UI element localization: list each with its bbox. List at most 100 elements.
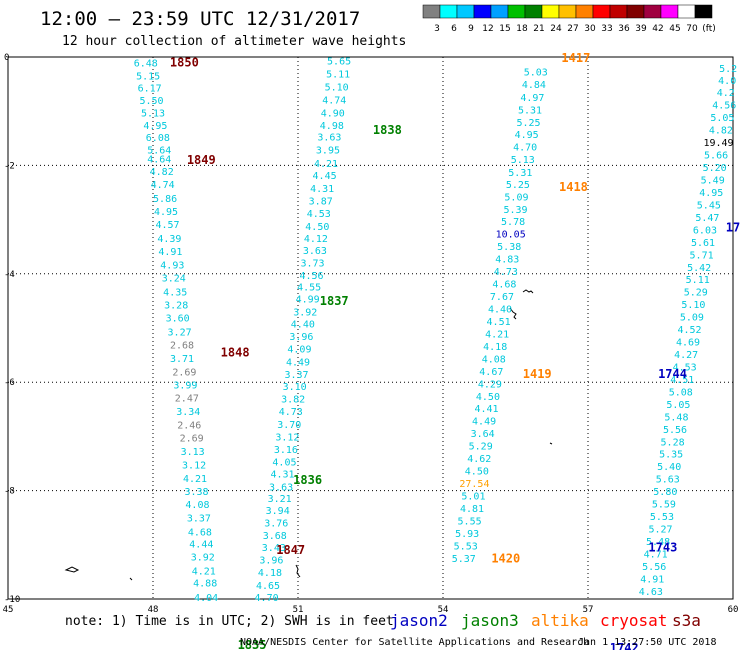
pass-number-label: 1742 [610,641,639,650]
pass-number-label: 1847 [276,543,305,557]
satellite-jason2: jason2 [390,611,448,630]
wave-height-value: 4.35 [163,288,187,299]
wave-height-value: 4.50 [305,222,329,233]
wave-height-value: 5.78 [501,217,525,228]
wave-height-value: 6.08 [146,133,170,144]
legend-swatch [643,4,662,19]
wave-height-value: 3.63 [269,482,293,493]
legend-tick-label: 45 [669,24,680,34]
wave-height-value: 4.04 [194,593,218,604]
legend-tick-label: 70 [686,24,698,34]
wave-height-value: 10.05 [496,230,526,241]
wave-height-value: 4.73 [494,267,518,278]
wave-height-value: 4.98 [320,121,344,132]
satellite-jason3: jason3 [461,611,519,630]
wave-height-value: 3.43 [262,543,286,554]
wave-height-value: 5.28 [661,437,685,448]
wave-height-value: 4.56 [299,271,323,282]
pass-number-label: 1835 [238,638,267,650]
longitude-tick: 54 [438,605,449,615]
wave-height-value: 4.44 [189,540,213,551]
track-1835: 4.18 4.654.70 [255,568,282,604]
wave-height-value: 19.49 [703,138,733,149]
wave-height-value: 3.16 [274,445,298,456]
wave-height-value: 3.73 [300,258,324,269]
wave-height-value: 5.56 [663,425,687,436]
wave-height-value: 3.82 [281,394,305,405]
wave-height-value: 3.63 [303,246,327,257]
wave-height-value: 3.21 [268,494,292,505]
wave-height-value: 4.29 [478,379,502,390]
wave-height-value: 4.97 [520,93,544,104]
wave-height-value: 4.50 [476,392,500,403]
satellite-legend: jason2 jason3 altika cryosat s3a [390,611,701,630]
pass-number-label: 1419 [523,367,552,381]
wave-height-value: 5.39 [503,205,527,216]
legend-swatch [541,4,560,19]
wave-height-value: 4.74 [151,180,175,191]
wave-height-value: 3.95 [316,146,340,157]
wave-height-value: 27.54 [459,479,489,490]
wave-height-value: 4.88 [193,579,217,590]
wave-height-value: 5.61 [691,238,715,249]
wave-height-value: 3.12 [182,461,206,472]
map-frame [7,56,734,600]
wave-height-value: 5.29 [469,442,493,453]
wave-height-value: 5.53 [454,541,478,552]
wave-height-value: 3.38 [184,487,208,498]
legend-swatch [609,4,628,19]
wave-height-value: 5.37 [452,554,476,565]
pass-number-label: 1849 [187,153,216,167]
page-subtitle: 12 hour collection of altimeter wave hei… [62,34,406,49]
legend-tick-label: 12 [482,24,493,34]
wave-height-value: 5.10 [325,82,349,93]
wave-height-value: 4.50 [465,467,489,478]
island-shape [549,442,553,445]
units-note: note: 1) Time is in UTC; 2) SWH is in fe… [65,614,394,629]
wave-height-value: 5.29 [684,288,708,299]
legend-swatch [524,4,543,19]
track-1744: 5.615.71 5.425.11 5.295.10 5.094.52 4.694.27… [666,238,715,411]
legend-tick-label: 21 [533,24,544,34]
legend-tick-label: 18 [516,24,528,34]
pass-number-label: 1850 [170,55,199,69]
wave-height-value: 5.05 [666,400,690,411]
legend-swatch [490,4,509,19]
wave-height-value: 5.13 [141,108,165,119]
wave-height-value: 2.69 [172,367,196,378]
wave-height-value: 4.67 [479,367,503,378]
legend-swatch [473,4,492,19]
wave-height-value: 4.18 [258,568,282,579]
pass-labels: 1850 1849 1848 1847 1838 1837 1836 1835 1417 1418… [170,51,740,650]
wave-height-value: 4.39 [157,234,181,245]
wave-height-value: 3.60 [166,314,190,325]
wave-height-value: 4.52 [677,325,701,336]
latitude-tick-labels: 0 -2 -4 -6 -8 -10 [4,53,20,605]
track-1837: 3.73 4.564.55 4.99 3.924.403.96 4.09 4.493.37… [275,258,324,443]
legend-tick-label: 39 [635,24,647,34]
pass-number-label: 1838 [373,123,402,137]
wave-height-value: 4.0 [718,76,736,87]
wave-height-value: 4.2 [717,88,735,99]
pass-number-label: 1417 [561,51,590,65]
track-1838: 5.655.115.104.744.904.983.633.954.214.45… [303,56,351,257]
wave-height-value: 4.31 [270,469,294,480]
wave-height-value: 3.99 [173,380,197,391]
longitude-tick: 45 [3,605,14,615]
wave-height-value: 4.95 [143,121,167,132]
pass-number-label: 1745 [726,221,740,235]
wave-height-value: 5.31 [518,106,542,117]
wave-height-value: 5.49 [701,175,725,186]
track-1420: 5.55 5.935.53 5.37 [452,516,482,564]
wave-height-value: 3.27 [168,327,192,338]
wave-height-value: 4.21 [192,566,216,577]
wave-height-value: 4.95 [515,130,539,141]
pass-number-label: 1743 [648,541,677,555]
wave-height-value: 5.48 [646,537,670,548]
wave-height-value: 5.25 [517,118,541,129]
wave-height-value: 4.08 [185,500,209,511]
wave-height-value: 5.65 [327,56,351,67]
wave-height-value: 3.37 [187,514,211,525]
